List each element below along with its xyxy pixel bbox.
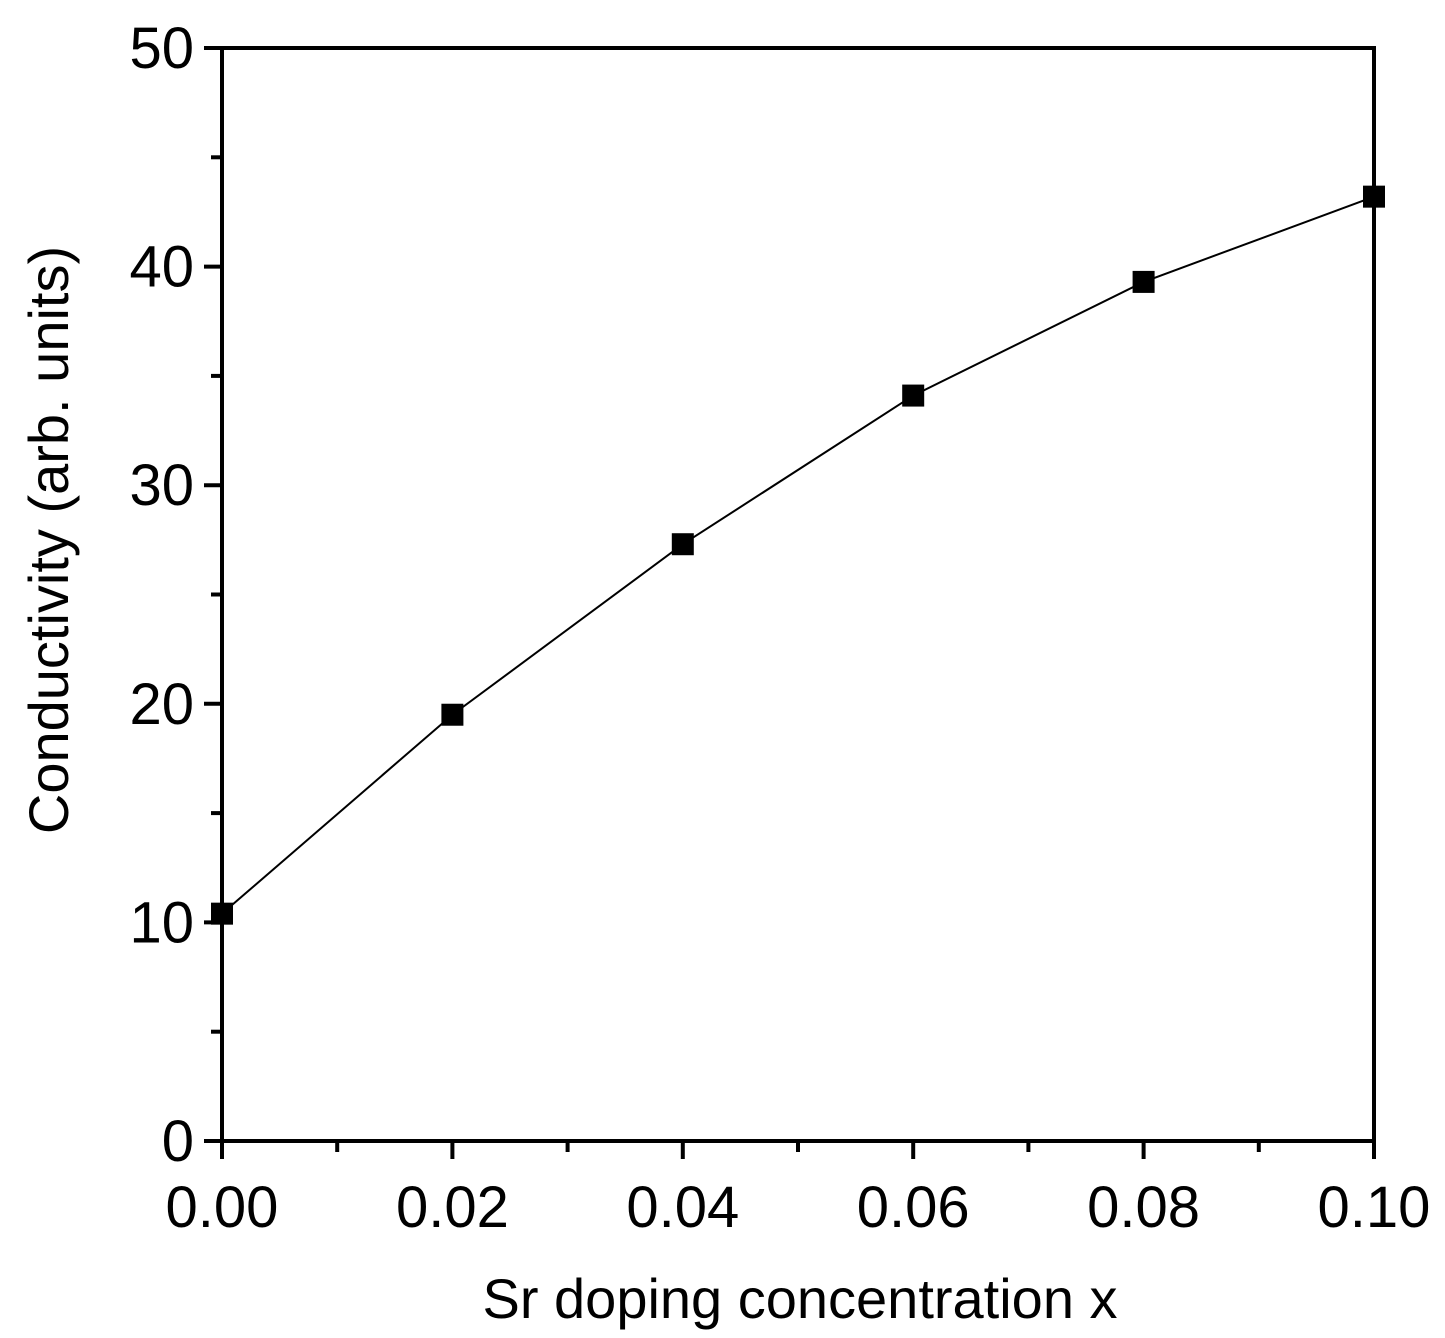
plot-frame <box>220 46 1376 1143</box>
y-tick-label: 20 <box>129 672 194 737</box>
x-tick-label: 0.04 <box>626 1175 739 1240</box>
axis-ticks <box>204 46 1376 1159</box>
series-line <box>221 195 1375 915</box>
x-tick-label: 0.08 <box>1087 1175 1200 1240</box>
y-tick-label: 40 <box>129 235 194 300</box>
y-tick-label: 30 <box>129 453 194 518</box>
y-tick-label: 10 <box>129 890 194 955</box>
data-point-marker <box>441 703 464 726</box>
y-axis-title: Conductivity (arb. units) <box>17 246 80 834</box>
data-point-marker <box>211 902 233 925</box>
data-point-marker <box>902 384 925 407</box>
y-tick-label: 50 <box>129 16 194 81</box>
x-tick-label: 0.02 <box>396 1175 509 1240</box>
x-tick-label: 0.06 <box>857 1175 970 1240</box>
x-tick-label: 0.00 <box>166 1175 279 1240</box>
data-point-marker <box>1132 270 1155 293</box>
y-tick-label: 0 <box>162 1109 194 1174</box>
data-series <box>211 185 1385 925</box>
x-axis-title: Sr doping concentration x <box>482 1267 1117 1330</box>
tick-labels: 0.00 0.02 0.04 0.06 0.08 0.10 0 10 20 30 40 50 <box>129 16 1430 1240</box>
data-point-marker <box>1363 185 1385 208</box>
x-tick-label: 0.10 <box>1318 1175 1431 1240</box>
data-point-marker <box>671 533 694 556</box>
